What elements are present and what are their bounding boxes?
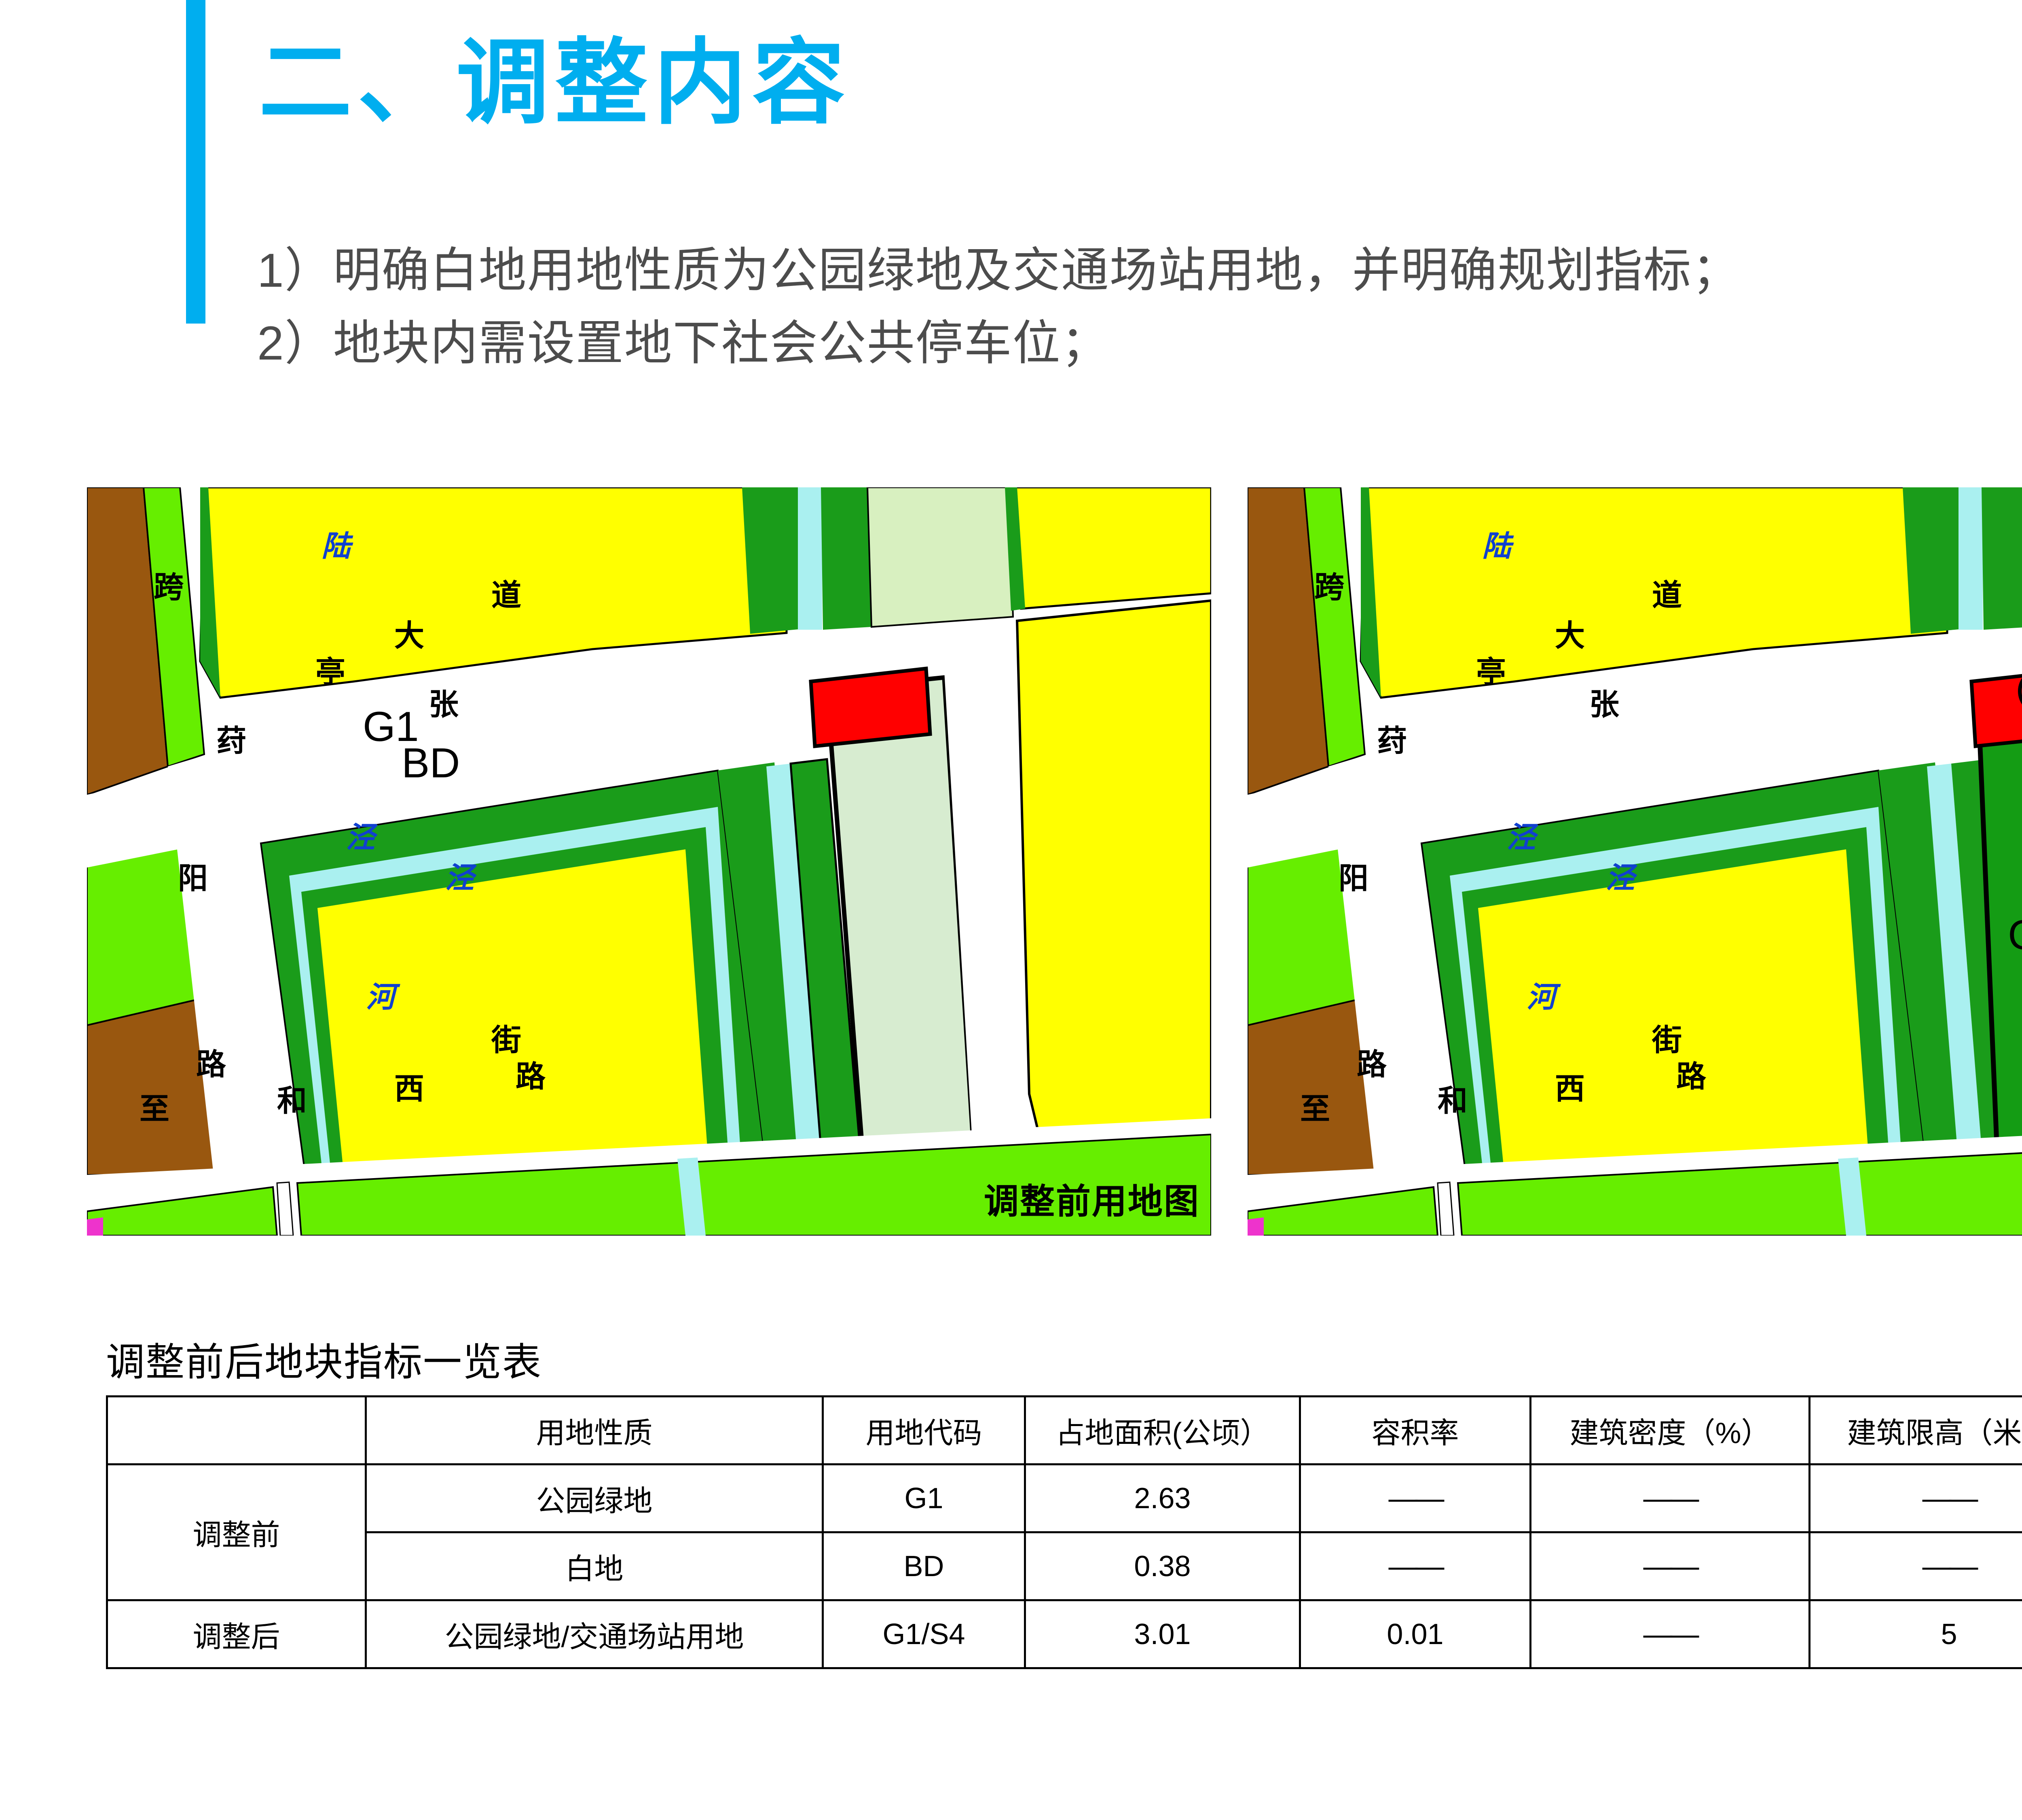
slide-header: 二、调整内容 1）明确白地用地性质为公园绿地及交通场站用地，并明确规划指标； 2… <box>0 0 2022 453</box>
cell-far: —— <box>1299 1531 1531 1601</box>
indicator-table: 用地性质 用地代码 占地面积(公顷） 容积率 建筑密度（%） 建筑限高（米） 绿… <box>106 1395 2022 1669</box>
river-label-lu: 陆 <box>1482 530 1512 563</box>
road-label-dao: 道 <box>1652 578 1682 612</box>
cell-far: —— <box>1299 1463 1531 1533</box>
th-area: 占地面积(公顷） <box>1024 1395 1301 1465</box>
river-label-jing-2: 泾 <box>1605 862 1635 894</box>
cell-height: —— <box>1808 1463 2022 1533</box>
road-label-yang: 阳 <box>1339 861 1368 895</box>
cell-height: —— <box>1808 1531 2022 1601</box>
th-land-code: 用地代码 <box>822 1395 1026 1465</box>
cell-density: —— <box>1529 1531 1810 1601</box>
cell-far: 0.01 <box>1299 1599 1531 1669</box>
road-label-fu: 荮 <box>216 724 246 758</box>
table-row: 调整后 公园绿地/交通场站用地 G1/S4 3.01 0.01 —— 5 75 <box>106 1599 2022 1669</box>
road-label-dao: 道 <box>491 578 521 612</box>
th-far: 容积率 <box>1299 1395 1531 1465</box>
road-label-kua: 跨 <box>1314 570 1344 604</box>
river-label-lu: 陆 <box>321 530 351 563</box>
river-label-jing-1: 泾 <box>346 821 375 854</box>
cell-land-code: G1 <box>822 1463 1026 1533</box>
table-row: 白地 BD 0.38 —— —— —— —— <box>107 1531 2022 1601</box>
road-label-kua: 跨 <box>154 570 184 604</box>
road-label-he: 和 <box>277 1084 307 1117</box>
road-label-xi: 西 <box>1555 1072 1585 1105</box>
cell-height: 5 <box>1808 1599 2022 1669</box>
road-label-jie: 街 <box>1652 1023 1682 1057</box>
row-group-before: 调整前 <box>106 1463 367 1601</box>
th-land-use: 用地性质 <box>365 1395 824 1465</box>
cell-area: 2.63 <box>1024 1463 1301 1533</box>
table-row: 调整前 公园绿地 G1 2.63 —— —— —— —— <box>106 1463 2022 1601</box>
cell-density: —— <box>1529 1599 1810 1669</box>
map-after-adjustment[interactable]: 跨 亭 荮 大 张 阳 路 至 和 西 街 路 道 陆 泾 泾 河 P G1/S… <box>1248 487 2022 1236</box>
cell-area: 3.01 <box>1024 1599 1301 1669</box>
th-density: 建筑密度（%） <box>1529 1395 1810 1465</box>
map-after-canvas <box>1248 487 2022 1236</box>
zone-label-g1s4: G1/S4 <box>2008 914 2022 956</box>
th-group <box>106 1395 367 1465</box>
road-label-da: 大 <box>394 619 424 652</box>
th-height: 建筑限高（米） <box>1808 1395 2022 1465</box>
zone-label-g1: G1 <box>363 703 419 750</box>
road-label-xi: 西 <box>394 1072 424 1105</box>
road-label-yang: 阳 <box>178 861 208 895</box>
cell-land-code: G1/S4 <box>822 1599 1026 1669</box>
road-label-jie: 街 <box>491 1023 521 1057</box>
row-group-after: 调整后 <box>106 1599 367 1669</box>
road-label-zhi: 至 <box>1300 1092 1330 1126</box>
table-header-row: 用地性质 用地代码 占地面积(公顷） 容积率 建筑密度（%） 建筑限高（米） 绿… <box>106 1395 2022 1465</box>
cell-land-use: 白地 <box>365 1531 824 1601</box>
bullet-line-1: 1）明确白地用地性质为公园绿地及交通场站用地，并明确规划指标； <box>257 244 1741 297</box>
road-label-ting: 亭 <box>1476 655 1506 689</box>
road-label-lu-right: 路 <box>516 1060 546 1093</box>
river-label-he: 河 <box>366 981 396 1014</box>
road-label-lu-left: 路 <box>196 1048 226 1081</box>
cell-land-use: 公园绿地/交通场站用地 <box>365 1599 824 1669</box>
cell-land-code: BD <box>822 1531 1026 1601</box>
map-before-caption: 调整前用地图 <box>984 1182 1200 1221</box>
road-label-fu: 荮 <box>1377 724 1407 758</box>
page-title: 二、调整内容 <box>259 31 851 135</box>
road-label-ting: 亭 <box>315 655 345 689</box>
river-label-jing-1: 泾 <box>1506 821 1536 854</box>
road-label-zhang: 张 <box>429 688 459 721</box>
table-title: 调整前后地块指标一览表 <box>106 1341 542 1384</box>
river-label-jing-2: 泾 <box>445 862 474 894</box>
road-label-da: 大 <box>1555 619 1585 652</box>
map-before-adjustment[interactable]: 跨 亭 荮 大 张 阳 路 至 和 西 街 路 道 陆 泾 泾 河 G1 BD … <box>87 487 1211 1236</box>
road-label-he: 和 <box>1438 1084 1468 1117</box>
cell-density: —— <box>1529 1463 1810 1533</box>
road-label-zhi: 至 <box>140 1092 169 1126</box>
accent-bar <box>186 0 205 324</box>
cell-area: 0.38 <box>1024 1531 1301 1601</box>
bullet-line-2: 2）地块内需设置地下社会公共停车位； <box>257 317 1110 370</box>
road-label-zhang: 张 <box>1589 688 1619 721</box>
road-label-lu-left: 路 <box>1357 1048 1387 1081</box>
zone-label-bd: BD <box>402 740 460 787</box>
road-label-lu-right: 路 <box>1676 1060 1706 1093</box>
map-before-canvas <box>87 487 1211 1236</box>
river-label-he: 河 <box>1527 981 1556 1014</box>
cell-land-use: 公园绿地 <box>365 1463 824 1533</box>
